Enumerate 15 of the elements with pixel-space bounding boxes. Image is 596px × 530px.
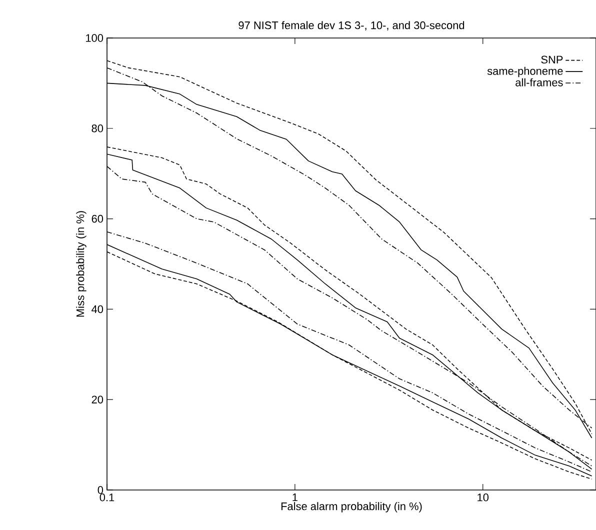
x-tick-label: 1 <box>292 494 298 502</box>
y-tick-label: 20 <box>92 396 104 404</box>
legend-label: SNP <box>541 56 563 64</box>
y-axis-title: Miss probability (in %) <box>76 211 86 317</box>
y-tick-label: 0 <box>98 486 104 494</box>
y-tick-label: 100 <box>86 34 104 42</box>
y-tick-label: 80 <box>92 124 104 132</box>
chart-title: 97 NIST female dev 1S 3-, 10-, and 30-second <box>238 21 464 30</box>
legend-label: all-frames <box>516 78 563 86</box>
y-tick-label: 60 <box>92 214 104 223</box>
x-axis-title: False alarm probability (in %) <box>281 502 422 512</box>
x-tick-label: 0.1 <box>100 494 114 502</box>
y-tick-label: 40 <box>92 305 104 314</box>
legend-label: same-phoneme <box>487 66 563 78</box>
x-tick-label: 10 <box>478 494 489 502</box>
